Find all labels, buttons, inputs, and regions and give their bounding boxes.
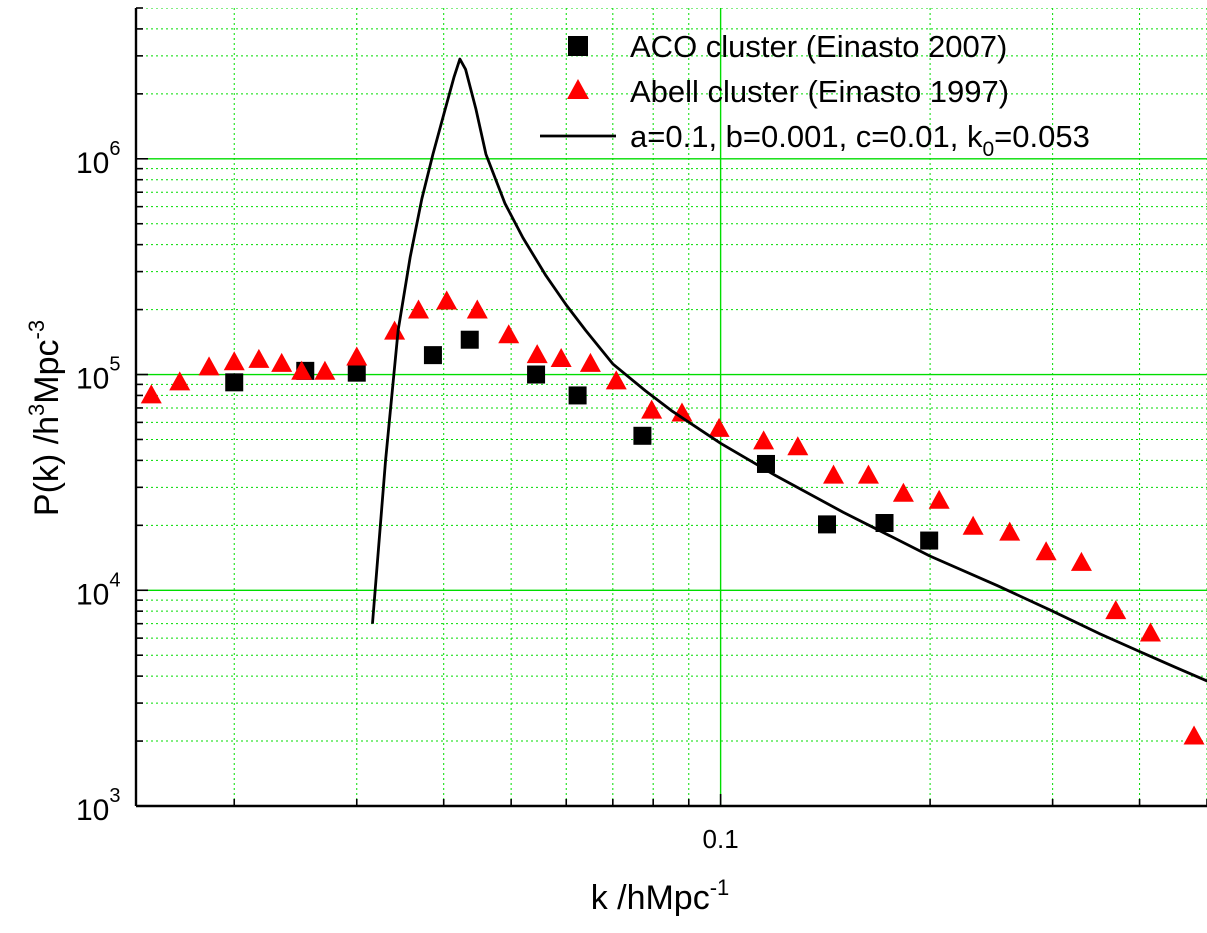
aco-data-point	[920, 531, 939, 550]
aco-data-point	[568, 386, 587, 405]
abell-data-point	[198, 356, 220, 376]
abell-data-point	[248, 348, 270, 368]
abell-data-point	[671, 402, 693, 422]
abell-data-point	[169, 371, 191, 391]
abell-data-point	[579, 352, 601, 372]
abell-data-point	[605, 370, 627, 390]
legend-entry-label: a=0.1, b=0.001, c=0.01, k0=0.053	[630, 119, 1090, 161]
abell-data-point	[291, 360, 313, 380]
abell-data-point	[498, 324, 520, 344]
abell-data-point	[708, 417, 730, 437]
y-axis-label: P(k) /h3Mpc-3	[24, 320, 66, 516]
aco-data-point	[225, 373, 244, 392]
aco-data-point	[347, 363, 366, 382]
abell-data-point	[753, 430, 775, 450]
abell-data-point	[346, 346, 368, 366]
abell-data-point	[1139, 622, 1161, 642]
abell-data-point	[466, 299, 488, 319]
aco-data-point	[527, 365, 546, 384]
legend: ACO cluster (Einasto 2007) Abell cluster …	[540, 29, 1090, 161]
abell-data-point	[1183, 725, 1205, 745]
abell-data-point	[892, 482, 914, 502]
abell-data-point	[928, 489, 950, 509]
abell-data-point	[1105, 600, 1127, 620]
axes	[134, 8, 1207, 808]
abell-data-point	[1070, 551, 1092, 571]
aco-data-point	[818, 515, 837, 534]
abell-data-point	[526, 344, 548, 364]
aco-data-point	[633, 426, 652, 445]
abell-data-point	[223, 351, 245, 371]
legend-entry-label: ACO cluster (Einasto 2007)	[630, 29, 1007, 64]
aco-data-point	[460, 330, 479, 349]
abell-data-point	[823, 464, 845, 484]
series-layer	[140, 57, 1207, 745]
legend-square-marker	[568, 36, 588, 56]
legend-entry-label: Abell cluster (Einasto 1997)	[630, 74, 1009, 109]
model-curve	[371, 57, 1207, 683]
aco-data-point	[875, 514, 894, 533]
axis-ticks: 0.1 103 104 105 106	[76, 7, 1207, 854]
abell-data-point	[271, 352, 293, 372]
abell-data-point	[436, 290, 458, 310]
abell-data-point	[999, 521, 1021, 541]
y-tick-label: 103	[76, 785, 121, 827]
abell-data-point	[962, 515, 984, 535]
abell-data-point	[641, 399, 663, 419]
grid-lines	[136, 8, 1207, 806]
abell-data-point	[140, 384, 162, 404]
abell-data-point	[857, 464, 879, 484]
abell-data-point	[314, 360, 336, 380]
abell-data-point	[384, 320, 406, 340]
legend-triangle-marker	[567, 79, 589, 99]
abell-data-point	[787, 436, 809, 456]
abell-data-point	[1035, 541, 1057, 561]
abell-data-point	[408, 299, 430, 319]
y-tick-label: 105	[76, 354, 121, 396]
y-tick-label: 104	[76, 569, 121, 611]
abell-data-point	[550, 348, 572, 368]
axis-labels: k /hMpc-1 P(k) /h3Mpc-3	[24, 320, 729, 917]
aco-data-point	[423, 346, 442, 365]
x-axis-label: k /hMpc-1	[591, 875, 730, 917]
x-tick-label: 0.1	[703, 824, 739, 854]
y-tick-label: 106	[76, 138, 121, 180]
